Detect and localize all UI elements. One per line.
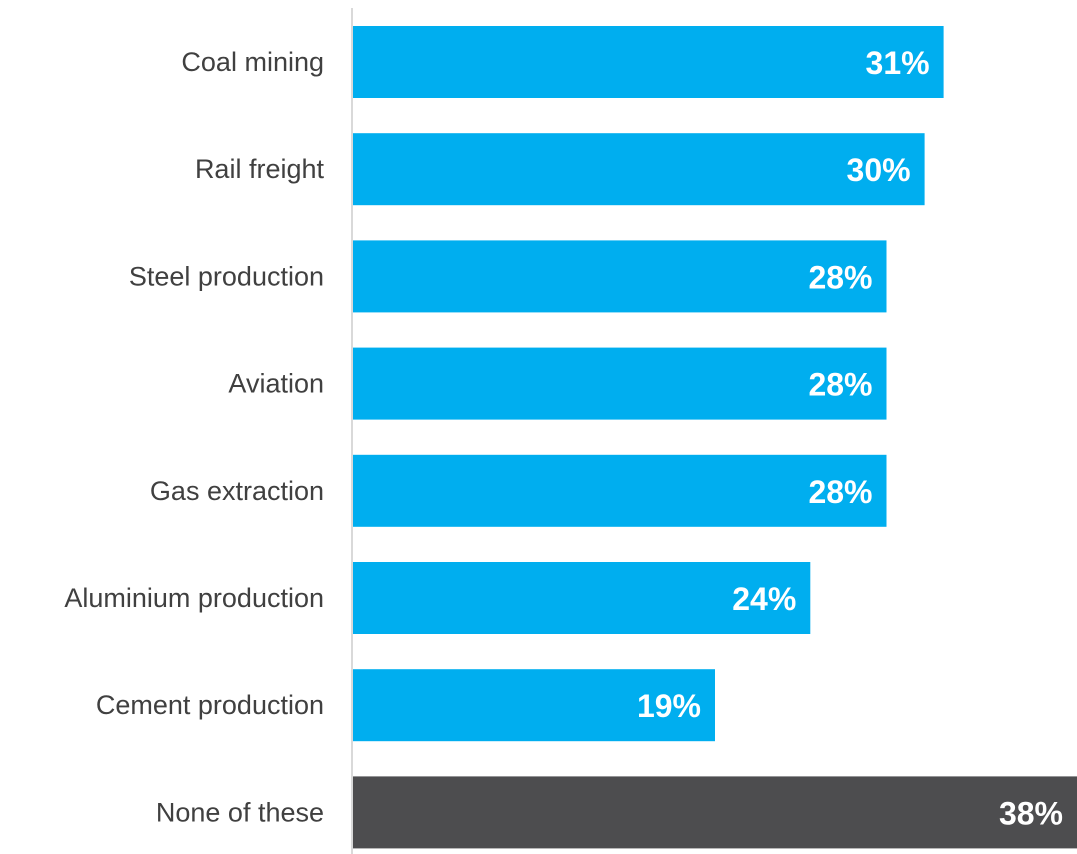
value-label-none-of-these: 38% <box>999 795 1063 831</box>
bar-aviation <box>353 347 887 420</box>
category-label-steel-production: Steel production <box>129 261 324 291</box>
value-label-rail-freight: 30% <box>847 152 911 188</box>
bar-none-of-these <box>353 776 1077 849</box>
value-label-cement-production: 19% <box>637 688 701 724</box>
bar-group: Coal mining 31% Rail freight 30% Steel produ… <box>64 26 1077 849</box>
bar-gas-extraction <box>353 454 887 527</box>
category-label-none-of-these: None of these <box>156 797 324 827</box>
value-label-aluminium-production: 24% <box>732 581 796 617</box>
bar-cement-production <box>353 669 715 742</box>
category-label-gas-extraction: Gas extraction <box>150 476 324 506</box>
category-label-cement-production: Cement production <box>96 690 324 720</box>
bar-aluminium-production <box>353 562 811 634</box>
category-label-rail-freight: Rail freight <box>195 154 325 184</box>
bar-coal-mining <box>353 26 944 98</box>
category-label-aluminium-production: Aluminium production <box>64 583 324 613</box>
bar-steel-production <box>353 240 887 313</box>
value-label-gas-extraction: 28% <box>808 474 872 510</box>
category-label-aviation: Aviation <box>228 369 324 399</box>
value-label-coal-mining: 31% <box>866 45 930 81</box>
bar-rail-freight <box>353 133 925 206</box>
value-label-aviation: 28% <box>808 367 872 403</box>
value-label-steel-production: 28% <box>808 259 872 295</box>
category-label-coal-mining: Coal mining <box>181 47 324 77</box>
